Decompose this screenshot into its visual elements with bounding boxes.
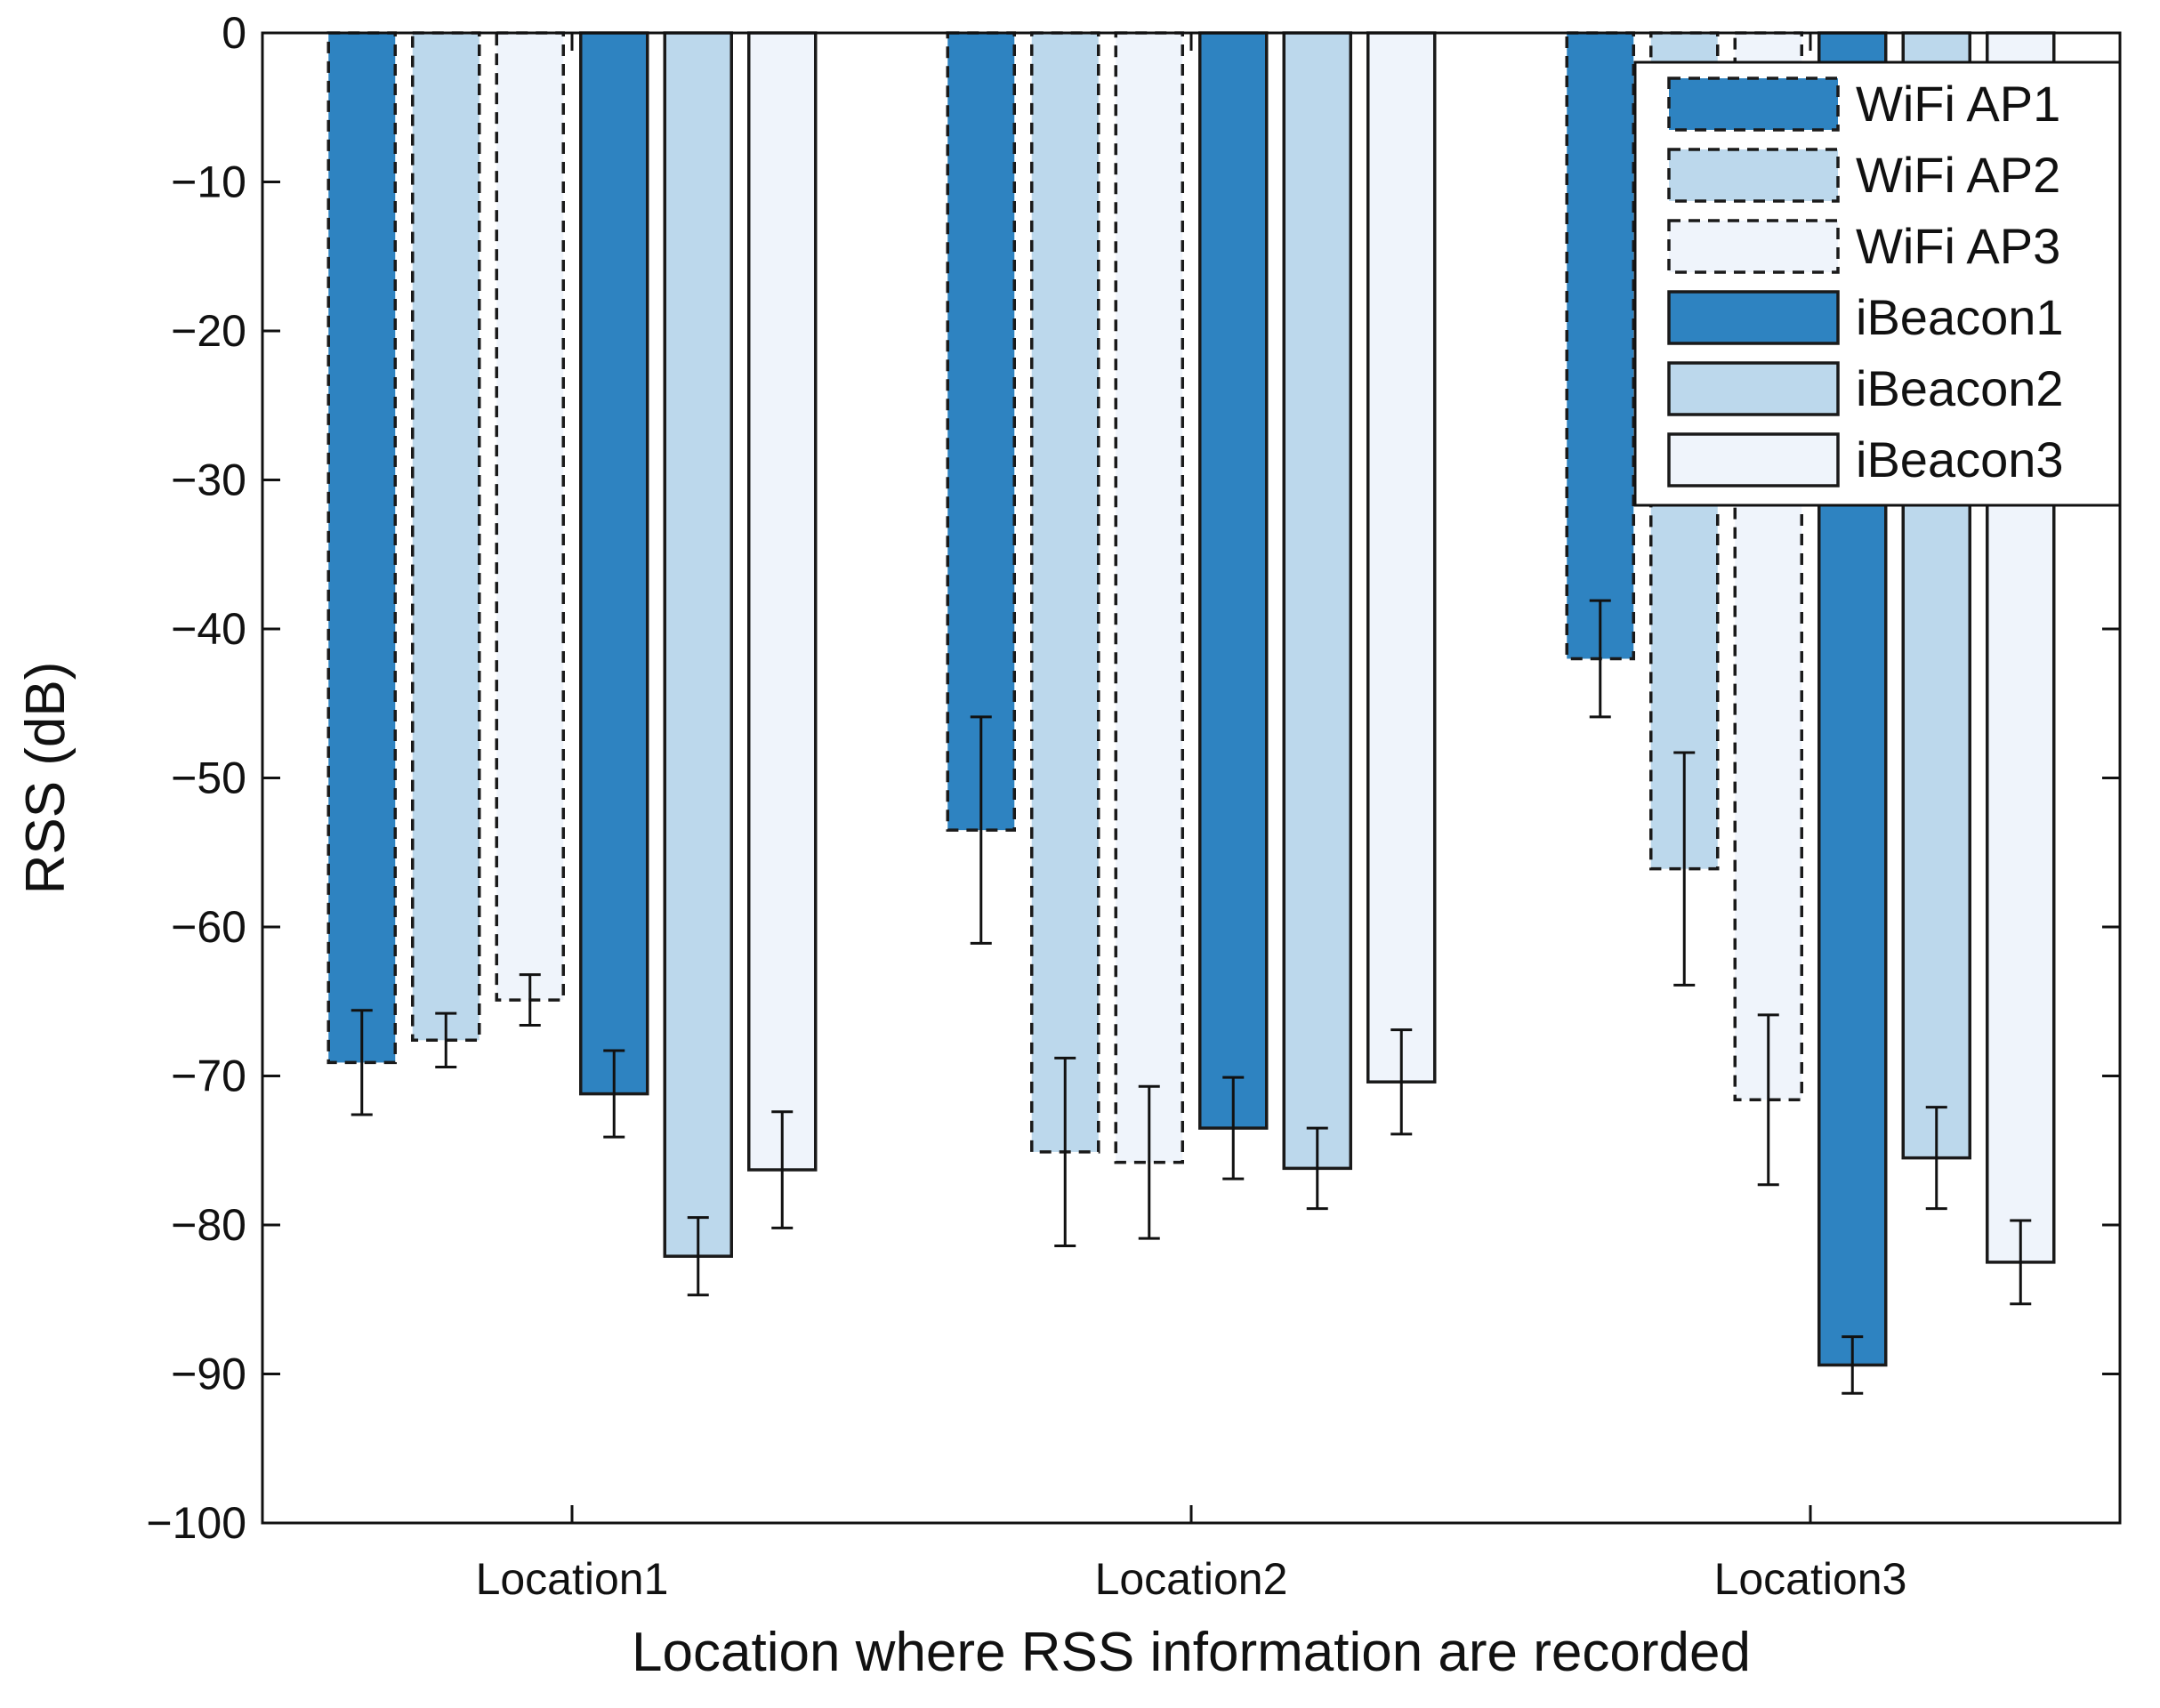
error-bar-wifi-ap3-location1 <box>519 973 541 1027</box>
legend-item-ibeacon2: iBeacon2 <box>1667 360 2064 416</box>
error-bar-ibeacon1-location1 <box>603 1049 625 1139</box>
legend-item-wifi-ap2: WiFi AP2 <box>1667 147 2060 203</box>
legend-box <box>1633 60 2122 507</box>
error-bar-wifi-ap2-location2 <box>1054 1056 1076 1247</box>
bar-wifi-ap1-location1 <box>326 31 397 1065</box>
legend-item-wifi-ap1: WiFi AP1 <box>1667 76 2060 132</box>
y-tick-label: −70 <box>171 1051 246 1101</box>
bar-wifi-ap2-location2 <box>1030 31 1100 1154</box>
bar-wifi-ap3-location1 <box>495 31 565 1002</box>
error-bar-wifi-ap3-location2 <box>1138 1084 1160 1240</box>
legend-label: iBeacon3 <box>1856 431 2064 487</box>
legend-label: WiFi AP1 <box>1856 76 2060 132</box>
bar-wifi-ap1-location2 <box>946 31 1016 832</box>
error-bars-layer <box>351 599 2032 1395</box>
x-tick-label: Location3 <box>1714 1554 1907 1604</box>
legend-swatch <box>1667 148 1840 203</box>
legend: WiFi AP1 WiFi AP2 WiFi AP3 iBeacon1 iBeacon2… <box>1633 60 2122 507</box>
error-bar-wifi-ap2-location3 <box>1673 751 1696 987</box>
bar-ibeacon1-location2 <box>1198 31 1269 1130</box>
bar-ibeacon2-location1 <box>663 31 733 1258</box>
y-tick-label: −80 <box>171 1200 246 1250</box>
bar-wifi-ap3-location2 <box>1114 31 1184 1164</box>
bar-ibeacon1-location1 <box>579 31 649 1096</box>
bar-wifi-ap2-location1 <box>411 31 481 1043</box>
y-tick-label: −100 <box>146 1498 246 1548</box>
y-tick-label: −10 <box>171 157 246 207</box>
y-axis-ticks: 0 −10 −20 −30 −40 −50 −60 −70 −80 −90 −100 <box>146 8 2120 1548</box>
y-tick-label: −30 <box>171 455 246 505</box>
error-bar-wifi-ap2-location1 <box>435 1011 457 1068</box>
legend-label: WiFi AP2 <box>1856 147 2060 203</box>
legend-swatch <box>1667 77 1840 132</box>
y-axis-label: RSS (dB) <box>15 662 77 895</box>
error-bar-wifi-ap1-location1 <box>351 1009 373 1116</box>
error-bar-ibeacon3-location1 <box>771 1110 794 1229</box>
bar-ibeacon2-location2 <box>1282 31 1352 1171</box>
legend-swatch <box>1667 219 1840 274</box>
legend-swatch <box>1667 290 1840 345</box>
y-tick-label: −60 <box>171 902 246 952</box>
error-bar-ibeacon2-location1 <box>687 1216 709 1297</box>
legend-label: iBeacon1 <box>1856 289 2064 345</box>
legend-label: iBeacon2 <box>1856 360 2064 416</box>
legend-label: WiFi AP3 <box>1856 218 2060 274</box>
error-bar-ibeacon3-location2 <box>1390 1028 1413 1136</box>
error-bar-ibeacon1-location2 <box>1222 1076 1245 1180</box>
y-tick-label: −20 <box>171 306 246 356</box>
legend-swatch <box>1667 361 1840 416</box>
error-bar-ibeacon1-location3 <box>1842 1335 1864 1395</box>
legend-item-ibeacon1: iBeacon1 <box>1667 289 2064 345</box>
error-bar-ibeacon3-location3 <box>2010 1219 2032 1306</box>
error-bar-wifi-ap1-location2 <box>970 715 992 945</box>
x-tick-label: Location1 <box>476 1554 669 1604</box>
error-bar-ibeacon2-location3 <box>1925 1106 1947 1211</box>
bar-wifi-ap1-location3 <box>1565 31 1635 661</box>
x-axis-ticks: Location1 Location2 Location3 <box>476 33 1907 1604</box>
legend-swatch <box>1667 432 1840 487</box>
error-bar-wifi-ap1-location3 <box>1589 599 1611 719</box>
bar-ibeacon3-location1 <box>747 31 818 1172</box>
y-tick-label: −90 <box>171 1349 246 1399</box>
y-tick-label: −40 <box>171 604 246 654</box>
bar-ibeacon3-location2 <box>1366 31 1437 1084</box>
error-bar-ibeacon2-location2 <box>1306 1126 1328 1211</box>
legend-item-ibeacon3: iBeacon3 <box>1667 431 2064 487</box>
x-tick-label: Location2 <box>1095 1554 1288 1604</box>
y-tick-label: −50 <box>171 753 246 803</box>
legend-item-wifi-ap3: WiFi AP3 <box>1667 218 2060 274</box>
error-bar-wifi-ap3-location3 <box>1757 1013 1779 1187</box>
x-axis-label: Location where RSS information are recor… <box>632 1622 1751 1683</box>
y-tick-label: 0 <box>222 8 246 58</box>
